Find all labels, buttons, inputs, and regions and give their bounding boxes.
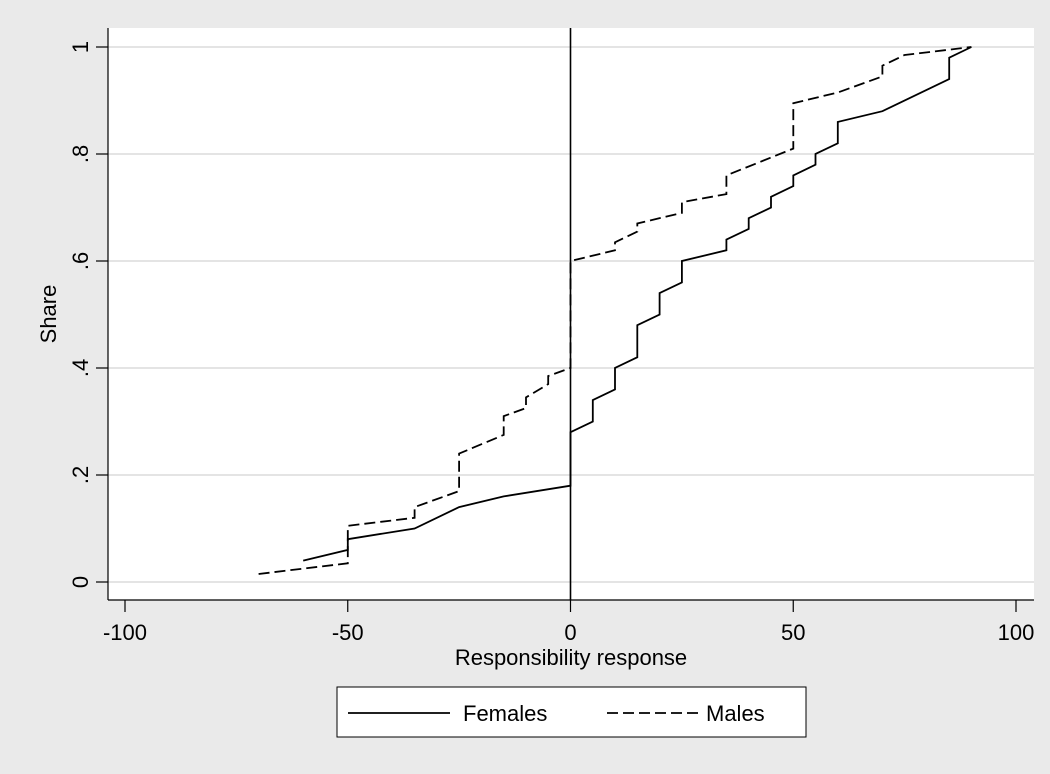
legend-box bbox=[336, 686, 807, 738]
series-group bbox=[258, 46, 972, 575]
x-tick-label-0: -100 bbox=[103, 620, 147, 645]
y-tick-label-5: 1 bbox=[68, 41, 93, 53]
legend-label-males: Males bbox=[706, 701, 765, 726]
series-line-females bbox=[302, 46, 972, 562]
y-tick-label-1: .2 bbox=[68, 466, 93, 484]
axes-group: -100 -50 0 50 100 0 .2 .4 .6 .8 1 bbox=[68, 28, 1034, 645]
legend: Females Males bbox=[336, 686, 807, 738]
x-tick-label-3: 50 bbox=[781, 620, 805, 645]
y-tick-label-4: .8 bbox=[68, 145, 93, 163]
y-tick-label-3: .6 bbox=[68, 252, 93, 270]
y-tick-label-2: .4 bbox=[68, 359, 93, 377]
y-tick-label-0: 0 bbox=[68, 576, 93, 588]
x-tick-label-1: -50 bbox=[332, 620, 364, 645]
x-axis-title: Responsibility response bbox=[455, 645, 687, 670]
x-tick-label-4: 100 bbox=[998, 620, 1035, 645]
series-line-males bbox=[258, 46, 972, 575]
x-tick-label-2: 0 bbox=[564, 620, 576, 645]
y-axis-title: Share bbox=[36, 285, 61, 344]
legend-label-females: Females bbox=[463, 701, 547, 726]
